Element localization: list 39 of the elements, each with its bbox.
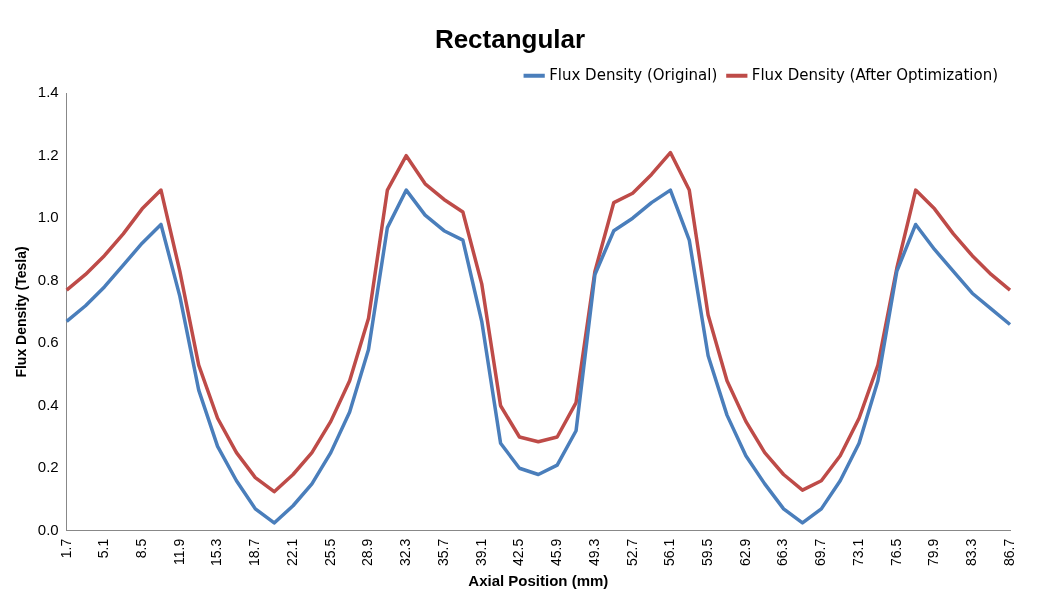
x-tick-label: 28.9: [359, 538, 376, 566]
y-tick-label: 0.8: [37, 270, 59, 288]
legend-label: Flux Density (After Optimization): [751, 65, 999, 84]
y-tick-label: 1.4: [37, 83, 59, 101]
x-tick-label: 18.7: [246, 538, 263, 566]
y-tick-label: 0.4: [37, 395, 59, 413]
x-tick-label: 49.3: [585, 538, 602, 566]
x-tick-label: 11.9: [170, 538, 187, 565]
x-tick-label: 22.1: [283, 538, 300, 566]
legend-label: Flux Density (Original): [549, 65, 718, 84]
x-tick-label: 8.5: [132, 538, 149, 559]
x-tick-label: 45.9: [548, 538, 565, 566]
x-tick-label: 79.9: [925, 538, 942, 566]
x-tick-label: 69.7: [812, 538, 829, 566]
x-tick-label: 83.3: [963, 538, 980, 566]
x-tick-label: 73.1: [849, 538, 866, 566]
x-tick-label: 86.7: [1000, 538, 1017, 566]
x-tick-label: 1.7: [57, 538, 74, 559]
x-tick-label: 15.3: [208, 538, 225, 566]
x-tick-label: 76.5: [887, 538, 904, 566]
x-tick-label: 39.1: [472, 538, 489, 566]
x-tick-label: 59.5: [698, 538, 715, 566]
x-tick-label: 25.5: [321, 538, 338, 566]
x-tick-label: 32.3: [397, 538, 414, 566]
y-tick-label: 0.2: [37, 458, 59, 476]
x-tick-label: 35.7: [434, 538, 451, 566]
x-tick-label: 42.5: [510, 538, 527, 566]
y-tick-label: 1.2: [37, 145, 59, 163]
chart-title: Rectangular: [434, 23, 586, 54]
x-tick-label: 62.9: [736, 538, 753, 566]
y-tick-label: 0.0: [37, 520, 59, 538]
x-tick-label: 52.7: [623, 538, 640, 566]
y-tick-label: 0.6: [37, 333, 59, 351]
y-axis-title: Flux Density (Tesla): [13, 246, 30, 378]
x-tick-label: 66.3: [774, 538, 791, 566]
x-axis-title: Axial Position (mm): [468, 572, 609, 590]
x-tick-label: 56.1: [661, 538, 678, 566]
y-tick-label: 1.0: [37, 208, 59, 226]
x-tick-label: 5.1: [95, 538, 112, 559]
